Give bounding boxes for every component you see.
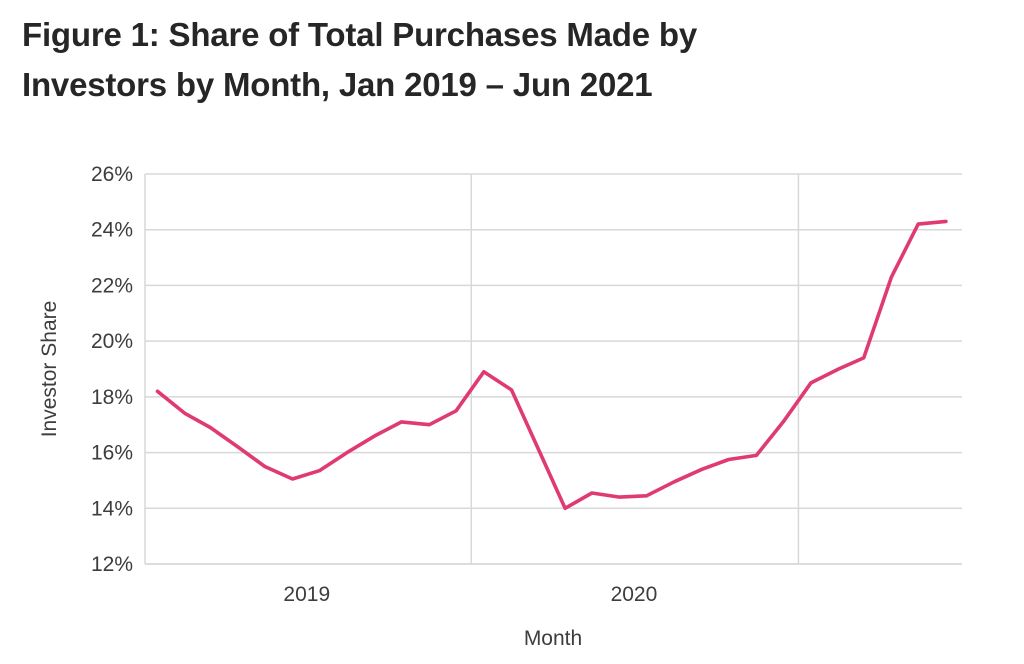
- y-tick-label: 22%: [91, 274, 133, 297]
- figure-title-line2: Investors by Month, Jan 2019 – Jun 2021: [22, 66, 653, 103]
- y-tick-label: 24%: [91, 219, 133, 242]
- y-tick-label: 26%: [91, 163, 133, 186]
- y-tick-label: 12%: [91, 553, 133, 576]
- figure-title-line1: Figure 1: Share of Total Purchases Made …: [22, 16, 697, 53]
- x-tick-label: 2020: [611, 583, 658, 606]
- series-layer: [155, 219, 948, 511]
- y-tick-label: 14%: [91, 497, 133, 520]
- label-layer: 12% 14% 16% 18% 20% 22% 24% 26% 2019 2020: [91, 163, 657, 606]
- series-line: [155, 219, 948, 511]
- y-tick-label: 18%: [91, 386, 133, 409]
- x-tick-label: 2019: [283, 583, 330, 606]
- figure-title: Figure 1: Share of Total Purchases Made …: [22, 10, 922, 110]
- y-tick-label: 20%: [91, 330, 133, 353]
- y-axis-title: Investor Share: [38, 301, 61, 438]
- grid-layer: [144, 173, 962, 565]
- x-axis-title: Month: [524, 627, 582, 650]
- y-tick-label: 16%: [91, 442, 133, 465]
